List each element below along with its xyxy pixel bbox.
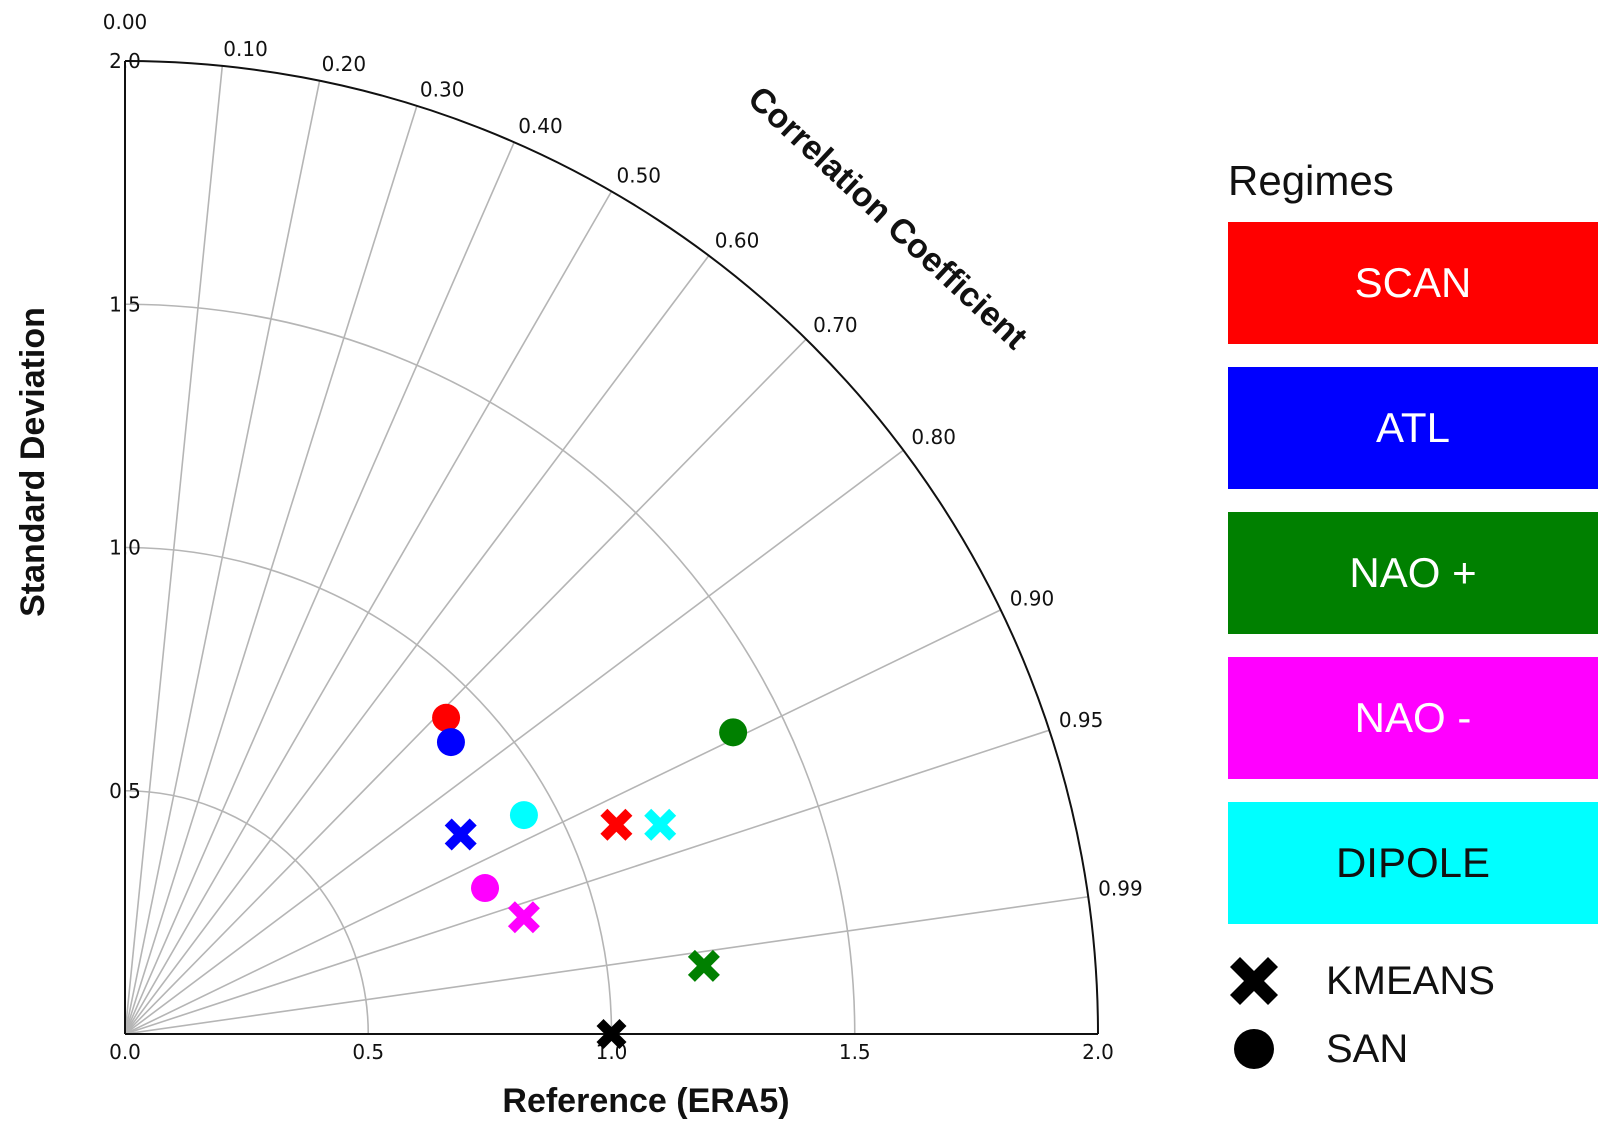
reference-point	[596, 1019, 627, 1049]
correlation-tick-label: 0.60	[715, 229, 760, 253]
std-ring	[124, 789, 370, 1035]
legend-regime-nao: NAO +	[1228, 512, 1598, 634]
legend-regime-atl: ATL	[1228, 367, 1598, 489]
x-axis-label: Reference (ERA5)	[502, 1082, 789, 1120]
san-point	[509, 801, 538, 830]
legend-marker-label: SAN	[1326, 1026, 1409, 1071]
correlation-tick-label: 0.90	[1010, 587, 1055, 611]
correlation-tick-label: 0.00	[103, 10, 148, 34]
std-ring	[124, 303, 856, 1035]
correlation-tick-label: 0.10	[223, 37, 268, 61]
correlation-line	[124, 141, 515, 1035]
correlation-line	[124, 609, 1002, 1035]
circle-marker-icon	[1228, 1023, 1280, 1075]
correlation-tick-label: 0.50	[617, 164, 662, 188]
y-axis-label: Standard Deviation	[14, 307, 52, 617]
correlation-tick-label: 0.80	[911, 425, 956, 449]
regime-list: SCAN ATL NAO + NAO - DIPOLE	[1228, 222, 1598, 924]
correlation-tick-label: 0.20	[322, 52, 367, 76]
correlation-line	[124, 105, 418, 1035]
tick-layer: 0.0 0.5 1.0 1.5 2.00.51.01.52.00.000.100.200…	[103, 10, 1143, 1064]
correlation-tick-label: 0.30	[420, 77, 465, 101]
legend-regime-nao: NAO -	[1228, 657, 1598, 779]
y-tick-label: 1.0	[109, 536, 141, 560]
legend-marker-label: KMEANS	[1326, 958, 1495, 1003]
correlation-arc-label: Correlation Coefficient	[741, 79, 1035, 357]
kmeans-point	[600, 808, 633, 841]
san-point	[719, 718, 748, 747]
correlation-tick-label: 0.95	[1059, 708, 1104, 732]
correlation-line	[124, 80, 321, 1035]
correlation-tick-label: 0.99	[1098, 876, 1143, 900]
correlation-line	[124, 729, 1050, 1035]
point-layer	[432, 703, 748, 1049]
correlation-line	[124, 190, 613, 1035]
kmeans-point	[444, 818, 477, 851]
grid-layer	[124, 65, 1089, 1035]
correlation-tick-label: 0.40	[518, 114, 563, 138]
x-tick-label: 0.5	[352, 1040, 384, 1064]
correlation-line	[124, 65, 224, 1035]
san-point	[471, 874, 500, 903]
kmeans-point	[507, 901, 540, 934]
legend-title: Regimes	[1228, 157, 1394, 204]
legend-regime-dipole: DIPOLE	[1228, 802, 1598, 924]
correlation-line	[124, 338, 807, 1035]
kmeans-point	[644, 808, 677, 841]
san-point	[436, 728, 465, 757]
correlation-tick-label: 0.70	[813, 313, 858, 337]
marker-list: KMEANS SAN	[1228, 947, 1598, 1083]
frame-layer	[124, 60, 1099, 1035]
kmeans-point	[687, 949, 720, 982]
x-tick-label: 0.0	[109, 1040, 141, 1064]
legend-marker-row: SAN	[1228, 1015, 1598, 1083]
cross-marker-icon	[1228, 955, 1280, 1007]
correlation-line	[124, 255, 710, 1035]
san-point	[432, 703, 461, 732]
std-ring	[124, 546, 613, 1035]
y-tick-label: 1.5	[109, 292, 141, 316]
y-tick-label: 0.5	[109, 779, 141, 803]
x-tick-label: 2.0	[1082, 1040, 1114, 1064]
correlation-line	[124, 895, 1089, 1035]
legend-marker-row: KMEANS	[1228, 947, 1598, 1015]
legend-regime-scan: SCAN	[1228, 222, 1598, 344]
outer-arc	[124, 60, 1099, 1035]
correlation-line	[124, 449, 904, 1035]
x-tick-label: 1.5	[839, 1040, 871, 1064]
legend: Regimes SCAN ATL NAO + NAO - DIPOLE KMEANS SA…	[1228, 160, 1598, 1083]
y-tick-label: 2.0	[109, 49, 141, 73]
